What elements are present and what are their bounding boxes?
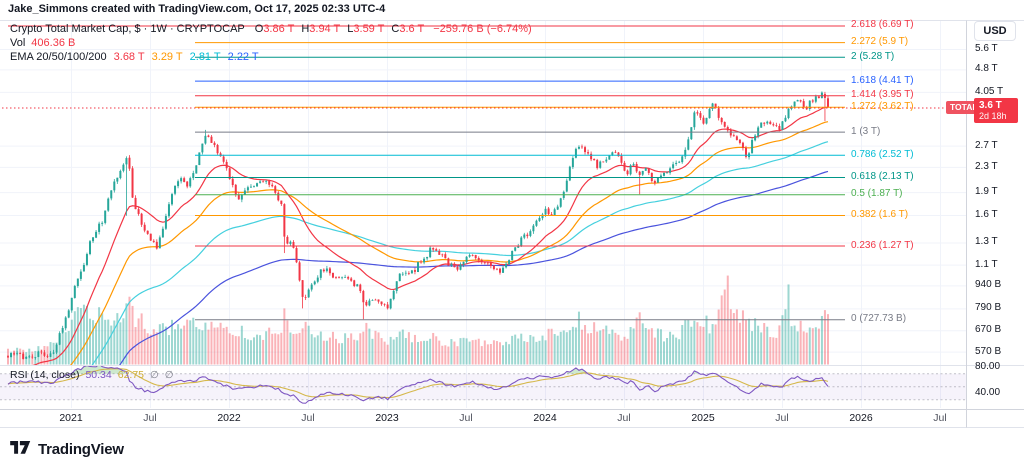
x-axis-label: Jul xyxy=(143,412,157,424)
x-axis-label: Jul xyxy=(775,412,789,424)
x-axis-label: Jul xyxy=(617,412,631,424)
volume-value: 406.36 B xyxy=(31,37,76,49)
fib-level-label: 1 (3 T) xyxy=(851,125,881,137)
hidden-plot-icon[interactable]: ∅ xyxy=(164,370,174,381)
rsi-overbought-fill xyxy=(566,367,586,374)
fib-level-label: 2.272 (5.9 T) xyxy=(851,36,909,48)
x-axis-label: 2026 xyxy=(849,412,873,424)
attribution-text: Jake_Simmons created with TradingView.co… xyxy=(8,3,386,15)
rsi-ma-line xyxy=(7,368,829,399)
rsi-axis-tick: 40.00 xyxy=(975,387,1001,399)
rsi-label: RSI (14, close) xyxy=(10,369,80,381)
low-label: L xyxy=(347,23,354,35)
high-value: 3.94 T xyxy=(309,23,341,35)
change-value: −259.76 B (−6.74%) xyxy=(433,23,532,35)
current-price-value: 3.6 T xyxy=(979,100,1002,111)
symbol-title[interactable]: Crypto Total Market Cap, $ · 1W · CRYPTO… xyxy=(10,23,245,35)
ema100-line xyxy=(91,141,829,365)
rsi-legend-row[interactable]: RSI (14, close) 50.34 62.75 ∅ ∅ xyxy=(10,369,173,381)
current-price-label: 3.6 T 2d 18h xyxy=(974,98,1018,123)
fib-level-label: 2 (5.28 T) xyxy=(851,50,895,62)
open-value: 3.86 T xyxy=(263,23,295,35)
x-axis-label: 2022 xyxy=(217,412,241,424)
ema50-value: 3.29 T xyxy=(151,51,183,63)
x-axis-label: Jul xyxy=(933,412,947,424)
currency-toggle-button[interactable]: USD xyxy=(974,21,1016,41)
fib-level-label: 1.618 (4.41 T) xyxy=(851,74,914,86)
y-axis-tick: 790 B xyxy=(975,302,1002,314)
y-axis-tick: 570 B xyxy=(975,345,1002,357)
grid-lines xyxy=(0,21,966,408)
fib-level-label: 1.414 (3.95 T) xyxy=(851,89,914,101)
fib-retracement-lines xyxy=(8,25,845,321)
rsi-ma-value: 62.75 xyxy=(117,369,145,381)
open-label: O xyxy=(254,23,264,35)
ema-legend-row[interactable]: EMA 20/50/100/200 3.68 T 3.29 T 2.81 T 2.22 … xyxy=(10,50,532,64)
tradingview-icon xyxy=(10,441,31,454)
rsi-pane xyxy=(0,366,966,404)
y-axis-tick: 4.05 T xyxy=(975,85,1004,97)
ticker-badge: TOTAL xyxy=(946,101,982,114)
ema200-line xyxy=(119,170,829,365)
candles xyxy=(7,91,829,360)
fib-level-label: 2.618 (6.69 T) xyxy=(851,19,914,31)
y-axis-tick: 1.3 T xyxy=(975,236,998,248)
volume-label: Vol xyxy=(10,37,26,49)
x-axis-label: Jul xyxy=(301,412,315,424)
tradingview-logo[interactable]: TradingView xyxy=(10,441,124,458)
ema100-value: 2.81 T xyxy=(189,51,221,63)
y-axis-tick: 1.1 T xyxy=(975,258,998,270)
y-axis-tick: 1.6 T xyxy=(975,208,998,220)
low-value: 3.59 T xyxy=(353,23,385,35)
y-axis-tick: 1.9 T xyxy=(975,186,998,198)
volume-legend-row[interactable]: Vol 406.36 B xyxy=(10,36,532,50)
close-label: C xyxy=(391,23,400,35)
pane-separators xyxy=(0,20,1024,428)
legend-panel: Crypto Total Market Cap, $ · 1W · CRYPTO… xyxy=(10,22,532,64)
fib-level-label: 1.272 (3.62 T) xyxy=(851,100,914,112)
x-axis-label: 2021 xyxy=(59,412,83,424)
fib-level-label: 0.236 (1.27 T) xyxy=(851,239,914,251)
hidden-plot-icon[interactable]: ∅ xyxy=(150,370,159,381)
symbol-legend-row[interactable]: Crypto Total Market Cap, $ · 1W · CRYPTO… xyxy=(10,22,532,36)
fib-level-label: 0.5 (1.87 T) xyxy=(851,188,903,200)
ema200-value: 2.22 T xyxy=(227,51,259,63)
y-axis-tick: 2.7 T xyxy=(975,139,998,151)
ema-label: EMA 20/50/100/200 xyxy=(10,51,107,63)
ema20-value: 3.68 T xyxy=(113,51,145,63)
x-axis-label: 2023 xyxy=(375,412,399,424)
y-axis-tick: 4.8 T xyxy=(975,63,998,75)
rsi-line xyxy=(7,366,829,404)
y-axis-tick: 940 B xyxy=(975,279,1002,291)
fib-level-label: 0.618 (2.13 T) xyxy=(851,171,914,183)
tradingview-wordmark: TradingView xyxy=(38,441,124,458)
volume-bars xyxy=(7,275,829,365)
close-value: 3.6 T xyxy=(399,23,425,35)
fib-level-label: 0.786 (2.52 T) xyxy=(851,148,914,160)
rsi-axis-tick: 80.00 xyxy=(975,361,1001,373)
y-axis-tick: 670 B xyxy=(975,324,1002,336)
bar-countdown: 2d 18h xyxy=(979,111,1007,121)
rsi-value: 50.34 xyxy=(85,369,112,381)
x-axis-label: Jul xyxy=(459,412,473,424)
y-axis-tick: 2.3 T xyxy=(975,160,998,172)
fib-level-label: 0.382 (1.6 T) xyxy=(851,208,909,220)
y-axis-tick: 5.6 T xyxy=(975,43,998,54)
x-axis-label: 2024 xyxy=(533,412,557,424)
ema20-line xyxy=(32,106,828,365)
fib-level-label: 0 (727.73 B) xyxy=(851,313,907,325)
x-axis-label: 2025 xyxy=(691,412,715,424)
high-label: H xyxy=(301,23,310,35)
